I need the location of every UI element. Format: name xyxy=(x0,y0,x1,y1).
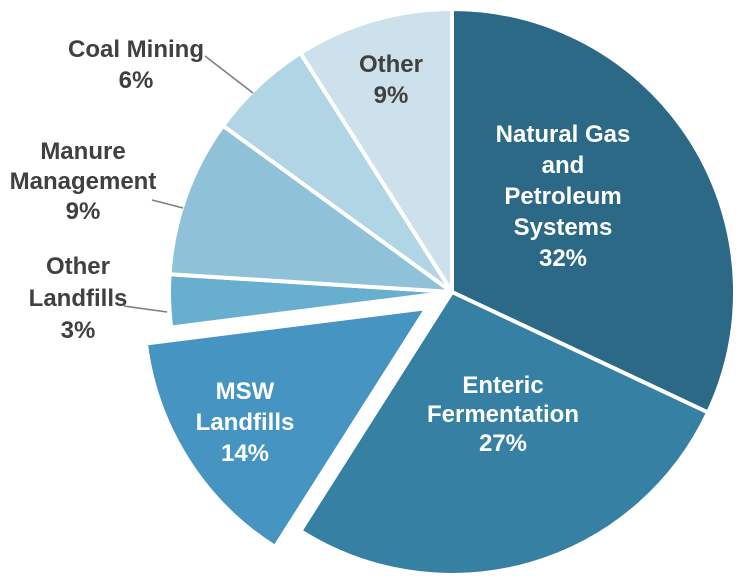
pie-slice-other xyxy=(298,7,454,294)
pie-slice-natural-gas-and-petroleum-systems xyxy=(450,7,738,415)
slice-label-enteric-fermentation: Enteric Fermentation 27% xyxy=(427,372,579,457)
slice-label-other-landfills: Other Landfills 3% xyxy=(29,253,128,344)
slice-label-natural-gas-and-petroleum-systems: Natural Gas and Petroleum Systems 32% xyxy=(496,121,631,272)
leader-line-coal-mining xyxy=(204,55,254,94)
slice-label-manure-management: Manure Management 9% xyxy=(10,138,157,225)
pie-slice-manure-management xyxy=(167,123,454,294)
leader-line-manure-management xyxy=(151,199,184,209)
pie-slice-msw-landfills xyxy=(143,306,429,549)
slice-label-msw-landfills: MSW Landfills 14% xyxy=(196,378,295,467)
slice-label-other: Other 9% xyxy=(359,51,423,109)
slice-label-coal-mining: Coal Mining 6% xyxy=(68,36,204,94)
leader-line-other-landfills xyxy=(123,305,168,313)
pie-slice-enteric-fermentation xyxy=(298,290,711,577)
